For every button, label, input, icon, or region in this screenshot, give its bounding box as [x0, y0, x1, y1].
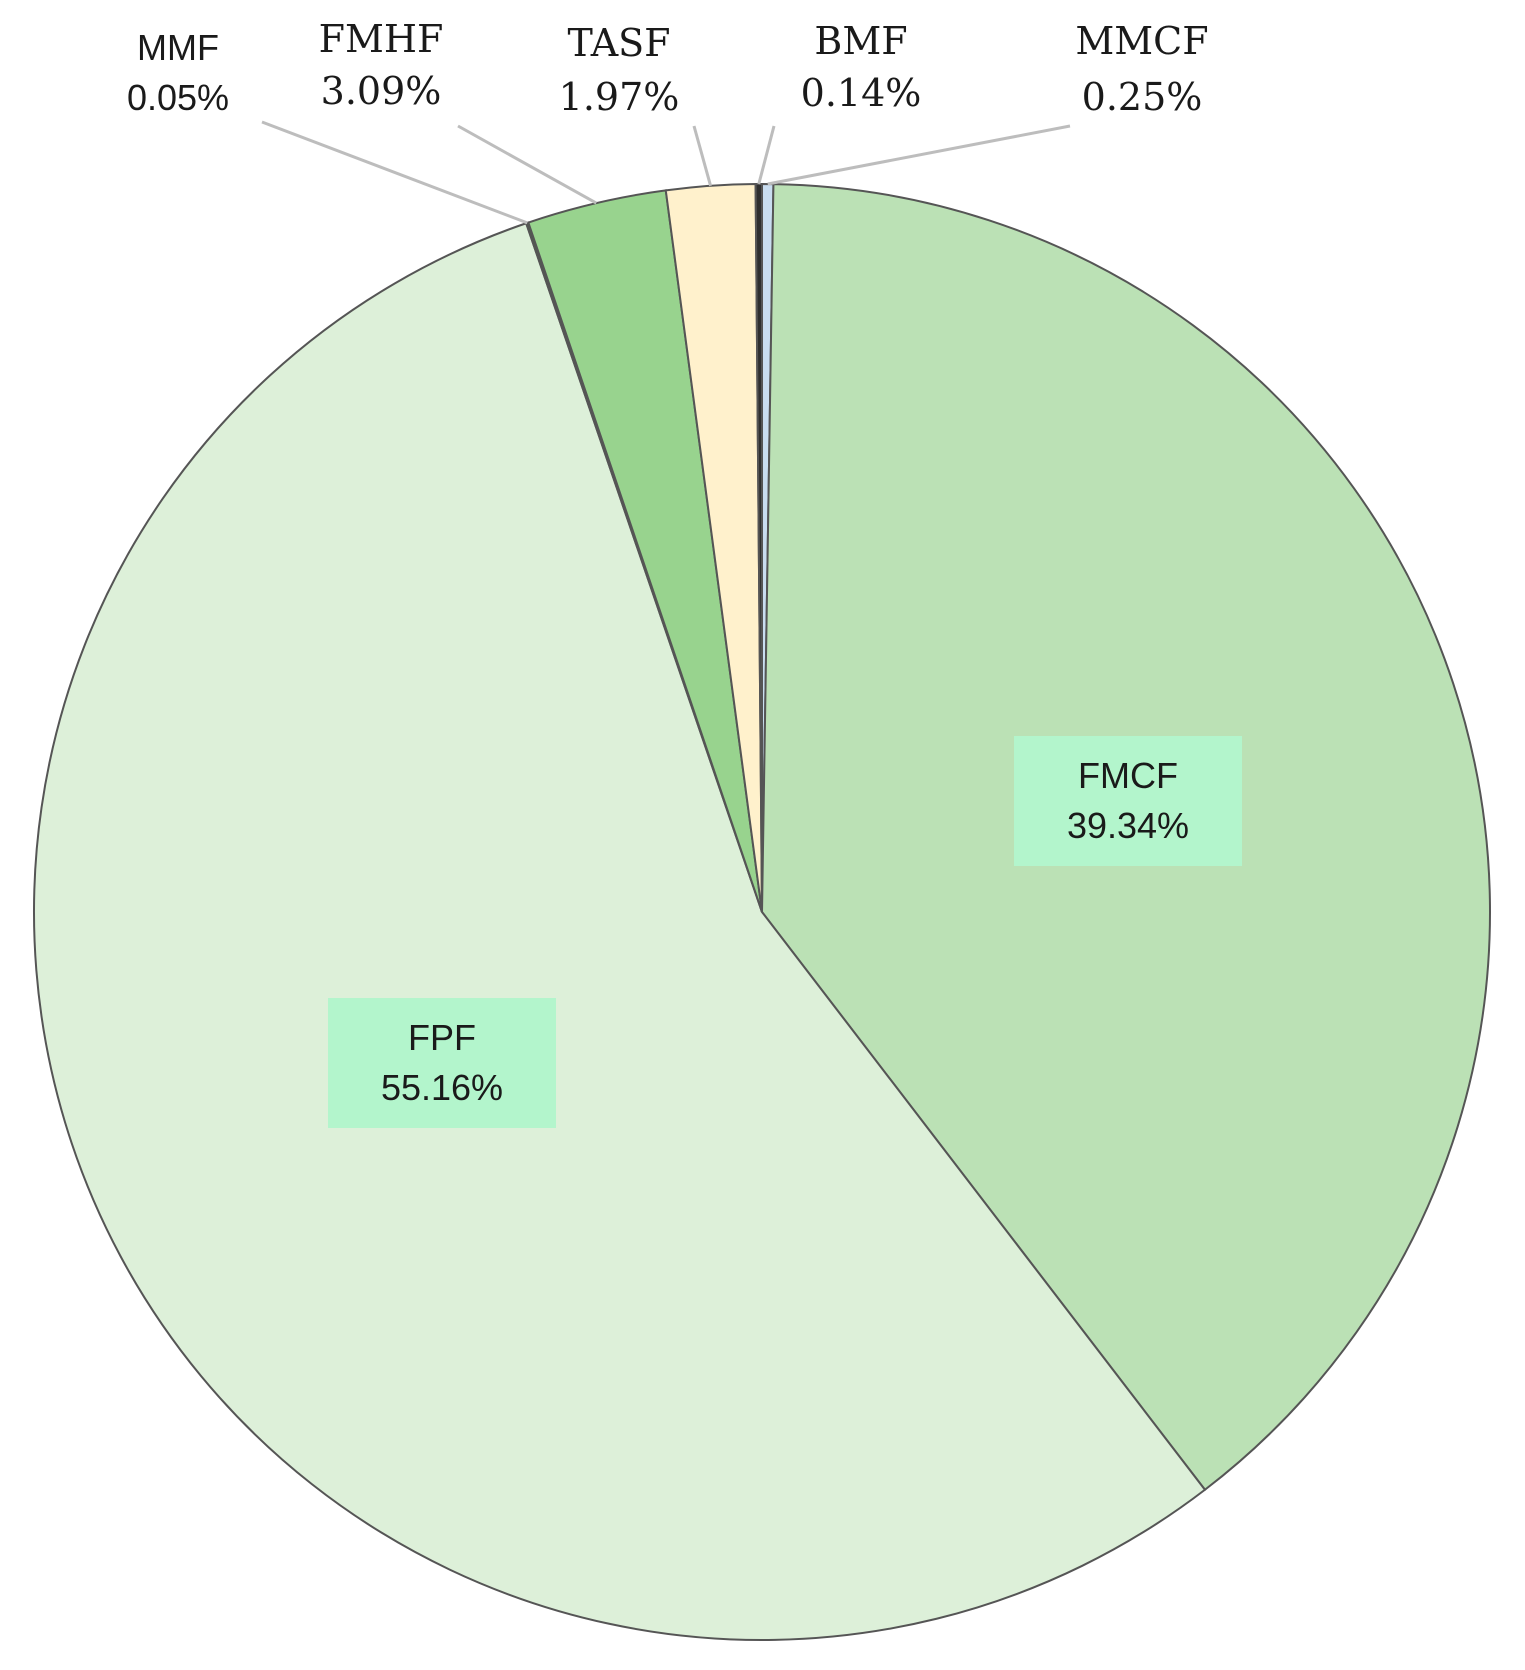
- slice-value-mmf: 0.05%: [127, 77, 229, 118]
- slice-value-fpf: 55.16%: [381, 1067, 503, 1108]
- slice-value-tasf: 1.97%: [559, 75, 680, 119]
- leader-line-mmf: [261, 120, 528, 225]
- slice-name-bmf: BMF: [814, 19, 907, 63]
- pie-slices: [33, 182, 1492, 1641]
- slice-name-fpf: FPF: [408, 1017, 476, 1058]
- slice-value-bmf: 0.14%: [801, 71, 922, 115]
- leader-lines: [261, 120, 1071, 225]
- slice-name-fmhf: FMHF: [319, 17, 444, 61]
- slice-name-mmcf: MMCF: [1075, 19, 1208, 63]
- slice-value-fmcf: 39.34%: [1067, 805, 1189, 846]
- slice-name-mmf: MMF: [137, 27, 219, 68]
- slice-value-fmhf: 3.09%: [321, 69, 442, 113]
- slice-name-fmcf: FMCF: [1078, 755, 1178, 796]
- leader-line-mmcf: [767, 124, 1071, 186]
- slice-labels: MMCF 0.25% FMCF 39.34% FPF 55.16% MMF 0.05% FMHF…: [127, 17, 1242, 1128]
- leader-line-tasf: [692, 125, 713, 187]
- leader-line-fmhf: [457, 124, 598, 205]
- slice-name-tasf: TASF: [567, 21, 670, 65]
- label-box-fpf: [328, 998, 556, 1128]
- leader-line-bmf: [757, 125, 776, 185]
- slice-value-mmcf: 0.25%: [1082, 75, 1203, 119]
- pie-slice-fpf: [33, 221, 1207, 1641]
- label-box-fmcf: [1014, 736, 1242, 866]
